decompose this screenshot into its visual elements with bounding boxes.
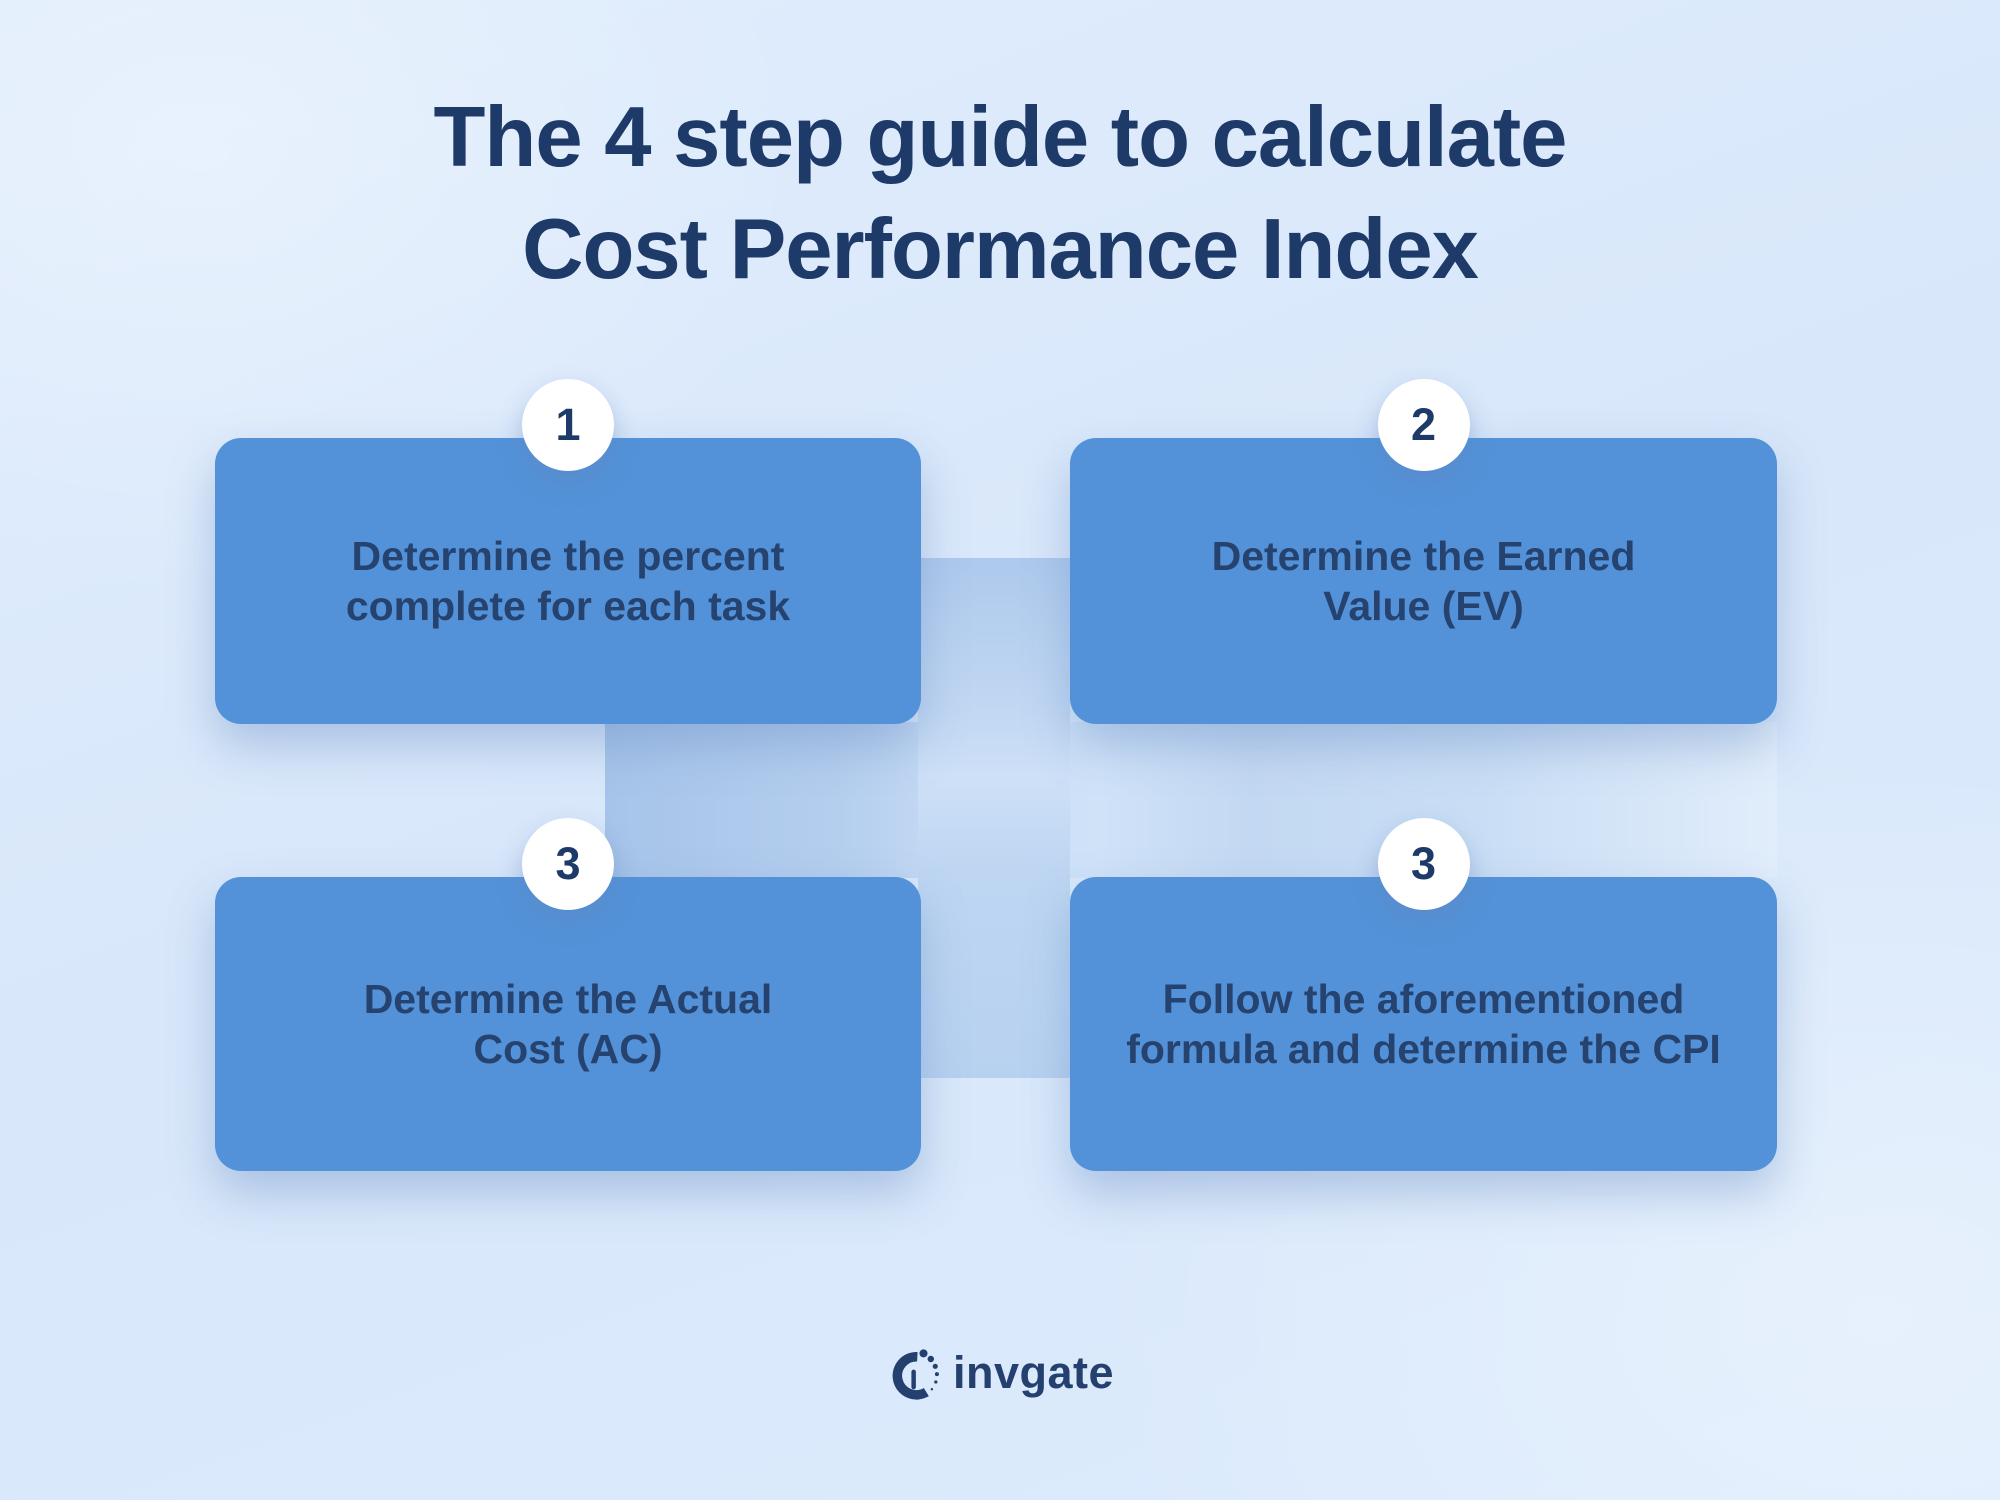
step-3-badge: 3 [522, 818, 614, 910]
invgate-logo-icon [892, 1349, 939, 1400]
step-1-badge: 1 [522, 379, 614, 471]
connector-center-band [918, 558, 1070, 1078]
step-3-text-line-2: Cost (AC) [473, 1026, 663, 1072]
step-2-text: Determine the Earned Value (EV) [1182, 531, 1666, 631]
step-box-2: 2 Determine the Earned Value (EV) [1070, 379, 1777, 724]
step-4-text: Follow the aforementioned formula and de… [1096, 974, 1751, 1074]
brand-logo: invgate [886, 1346, 1114, 1400]
step-1-text: Determine the percent complete for each … [316, 531, 820, 631]
title-line-2: Cost Performance Index [522, 202, 1479, 297]
step-box-3: 3 Determine the Actual Cost (AC) [215, 818, 921, 1171]
step-1-text-line-1: Determine the percent [351, 533, 785, 579]
step-box-4: 3 Follow the aforementioned formula and … [1070, 818, 1777, 1171]
step-3-text: Determine the Actual Cost (AC) [334, 974, 803, 1074]
title-line-1: The 4 step guide to calculate [433, 90, 1568, 185]
step-2-badge: 2 [1377, 379, 1470, 471]
step-2-badge-number: 2 [1410, 399, 1437, 450]
step-4-badge-number: 3 [1410, 838, 1437, 889]
step-4-badge: 3 [1377, 818, 1470, 910]
brand-name: invgate [952, 1347, 1115, 1398]
step-2-text-line-2: Value (EV) [1323, 583, 1524, 629]
step-4-text-line-2: formula and determine the CPI [1126, 1026, 1721, 1072]
step-1-text-line-2: complete for each task [345, 583, 791, 629]
step-box-1: 1 Determine the percent complete for eac… [215, 379, 921, 724]
step-4-text-line-1: Follow the aforementioned [1162, 976, 1685, 1022]
step-3-text-line-1: Determine the Actual [363, 976, 773, 1022]
step-1-badge-number: 1 [555, 399, 581, 450]
step-2-text-line-1: Determine the Earned [1211, 533, 1636, 579]
page-title: The 4 step guide to calculate Cost Perfo… [0, 82, 2000, 306]
step-3-badge-number: 3 [555, 838, 581, 889]
connector-row-band [605, 722, 1777, 878]
